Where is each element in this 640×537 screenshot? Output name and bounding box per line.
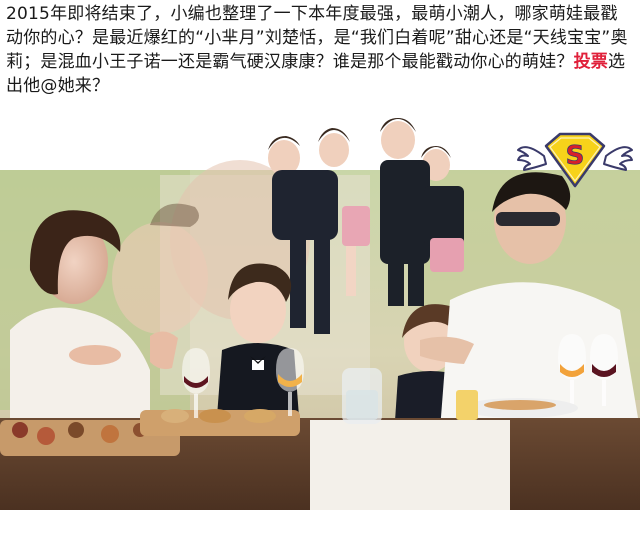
water-jug <box>342 368 382 424</box>
wine-glasses-right <box>558 334 618 406</box>
hugging-kids-left <box>268 128 370 334</box>
caption-lead: 2015年即将结束了，小编也整理了一下本年度最强，最萌小潮人，哪家萌娃最戳动你的… <box>6 4 628 72</box>
small-cup <box>456 390 478 420</box>
juice-glass <box>276 348 304 416</box>
badge-letter: S <box>566 141 585 171</box>
table-runner <box>310 420 510 520</box>
food-board-center <box>140 409 300 436</box>
article-caption: 2015年即将结束了，小编也整理了一下本年度最强，最萌小潮人，哪家萌娃最戳动你的… <box>6 2 634 98</box>
faded-child-face <box>112 222 208 334</box>
superman-winged-badge-icon: S <box>517 132 633 188</box>
wine-glass-left <box>182 348 210 418</box>
left-wing-icon <box>517 146 547 171</box>
vote-link[interactable]: 投票 <box>573 52 609 72</box>
hugging-kids-right <box>380 118 464 306</box>
plate-right <box>462 398 578 418</box>
man-right <box>420 172 640 430</box>
right-wing-icon <box>603 146 633 171</box>
caption-tail: 选出他@她来？ <box>6 52 626 96</box>
shield-icon <box>544 132 606 188</box>
